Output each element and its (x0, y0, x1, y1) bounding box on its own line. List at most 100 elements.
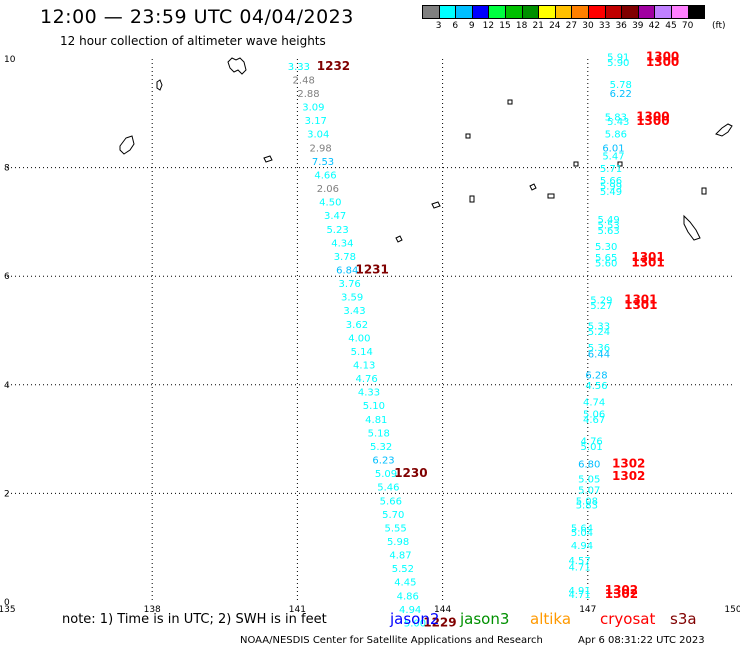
swh-label: 5.08 (576, 496, 598, 507)
swh-label: 5.64 (571, 523, 593, 534)
swh-label: 5.04 (571, 528, 593, 539)
satellite-legend-item: jason3 (460, 610, 510, 628)
swh-label: 4.45 (394, 578, 416, 589)
swh-label: 4.76 (581, 437, 603, 448)
swh-label: 5.05 (578, 475, 600, 486)
colorbar-label: 42 (648, 21, 661, 31)
swh-label: 5.71 (600, 164, 622, 175)
swh-label: 5.86 (605, 130, 627, 141)
swh-label: 3.59 (341, 293, 363, 304)
swh-label: 5.65 (595, 253, 617, 264)
time-label: 1302 (612, 456, 645, 470)
swh-label: 2.98 (310, 143, 332, 154)
swh-label: 4.86 (397, 591, 419, 602)
colorbar-label: 30 (582, 21, 594, 31)
island-outline (573, 161, 579, 167)
colorbar-label: 15 (499, 21, 511, 31)
time-label: 1301 (631, 255, 664, 269)
y-tick-label: 8 (4, 164, 10, 174)
map-title: 12:00 — 23:59 UTC 04/04/2023 (40, 6, 354, 28)
swh-label: 4.33 (358, 388, 380, 399)
swh-label: 4.71 (568, 590, 590, 601)
y-tick-label: 6 (4, 272, 10, 282)
swh-label: 5.83 (576, 501, 598, 512)
swh-label: 3.78 (334, 252, 356, 263)
x-tick-label: 141 (289, 605, 306, 615)
island-outline (547, 193, 555, 199)
island-outline (119, 135, 135, 155)
swh-label: 4.94 (399, 605, 421, 616)
map-subtitle: 12 hour collection of altimeter wave hei… (60, 34, 326, 48)
swh-label: 2.88 (297, 89, 319, 100)
swh-label: 5.30 (595, 242, 617, 253)
x-tick-label: 147 (579, 605, 596, 615)
swh-label: 4.71 (568, 563, 590, 574)
time-label: 1300 (646, 55, 679, 69)
time-label: 1302 (612, 469, 645, 483)
swh-label: 5.83 (605, 112, 627, 123)
island-outline (465, 133, 471, 139)
swh-label: 4.57 (568, 556, 590, 567)
colorbar-swatches (422, 5, 706, 19)
colorbar-label: 45 (665, 21, 677, 31)
island-outline (431, 201, 441, 209)
swh-label: 2.06 (317, 184, 339, 195)
swh-label: 5.98 (387, 537, 409, 548)
island-outline (529, 183, 537, 191)
time-label: 1301 (631, 250, 664, 264)
swh-label: 4.34 (331, 238, 353, 249)
swh-label: 4.74 (583, 397, 605, 408)
swh-label: 4.76 (355, 374, 377, 385)
swh-label: 5.18 (368, 428, 390, 439)
colorbar-label: 9 (468, 21, 475, 31)
island-outline (617, 161, 623, 167)
colorbar-label: 6 (452, 21, 459, 31)
swh-label: 5.60 (595, 258, 617, 269)
swh-label: 5.23 (326, 225, 348, 236)
satellite-legend-item: s3a (670, 610, 697, 628)
swh-label: 5.14 (351, 347, 373, 358)
y-tick-label: 10 (4, 55, 16, 65)
swh-label: 5.09 (375, 469, 397, 480)
swh-label: 5.29 (590, 295, 612, 306)
time-label: 1301 (624, 292, 657, 306)
x-tick-label: 150 (724, 605, 740, 615)
colorbar-label: 3 (435, 21, 442, 31)
swh-label: 5.00 (404, 618, 426, 629)
swh-label: 4.50 (319, 198, 341, 209)
swh-label: 2.48 (293, 75, 315, 86)
colorbar-swatch (687, 5, 706, 19)
swh-label: 5.33 (588, 321, 610, 332)
swh-label: 5.32 (370, 442, 392, 453)
swh-label: 6.01 (602, 143, 624, 154)
island-outline (156, 79, 163, 91)
swh-label: 5.66 (600, 176, 622, 187)
swh-label: 5.01 (581, 442, 603, 453)
swh-label: 5.52 (392, 564, 414, 575)
swh-label: 5.99 (600, 181, 622, 192)
time-label: 1302 (605, 587, 638, 601)
swh-label: 4.94 (571, 541, 593, 552)
swh-label: 5.27 (590, 301, 612, 312)
x-tick-label: 135 (0, 605, 16, 615)
island-outline (507, 99, 513, 105)
swh-label: 3.04 (307, 130, 329, 141)
island-outline (701, 187, 707, 195)
footer-credit: NOAA/NESDIS Center for Satellite Applica… (240, 635, 543, 646)
island-outline (227, 57, 247, 75)
colorbar-unit: (ft) (712, 21, 726, 31)
swh-label: 5.10 (363, 401, 385, 412)
swh-label: 3.09 (302, 103, 324, 114)
island-outline (469, 195, 475, 203)
colorbar (422, 5, 706, 19)
swh-label: 3.17 (305, 116, 327, 127)
colorbar-label: 33 (598, 21, 611, 31)
swh-label: 6.84 (336, 265, 358, 276)
swh-label: 7.53 (312, 157, 334, 168)
swh-label: 5.70 (382, 510, 404, 521)
satellite-legend-item: jason2 (390, 610, 440, 628)
swh-label: 5.53 (597, 220, 619, 231)
swh-label: 5.49 (597, 215, 619, 226)
swh-label: 4.67 (583, 415, 605, 426)
swh-label: 4.66 (314, 170, 336, 181)
